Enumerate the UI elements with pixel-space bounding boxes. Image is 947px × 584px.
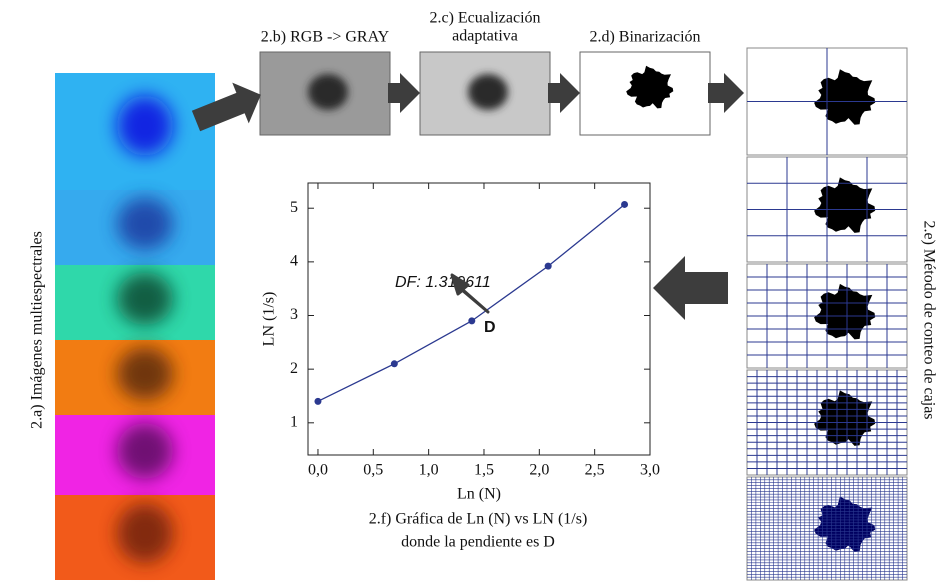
box-counting-label: 2.e) Método de conteo de cajas bbox=[920, 220, 937, 419]
x-tick-label: 3,0 bbox=[640, 462, 660, 479]
series-line bbox=[317, 203, 625, 402]
spot bbox=[117, 423, 173, 479]
spot bbox=[117, 197, 173, 250]
x-tick-label: 0,5 bbox=[363, 462, 383, 479]
x-axis-label: Ln (N) bbox=[457, 486, 501, 503]
y-tick-label: 2 bbox=[290, 360, 298, 377]
equalization-label: adaptativa bbox=[452, 28, 518, 45]
binarization-label: 2.d) Binarización bbox=[589, 29, 700, 46]
x-tick-label: 1,0 bbox=[419, 462, 439, 479]
y-tick-label: 1 bbox=[290, 413, 298, 430]
arrow bbox=[388, 73, 420, 113]
gray-label: 2.b) RGB -> GRAY bbox=[261, 29, 390, 46]
spot bbox=[117, 272, 173, 325]
arrow bbox=[708, 73, 744, 113]
y-tick-label: 3 bbox=[290, 306, 298, 323]
x-tick-label: 0,0 bbox=[308, 462, 328, 479]
spot bbox=[117, 347, 173, 400]
point bbox=[314, 397, 322, 405]
point bbox=[544, 262, 552, 270]
caption: 2.f) Gráfica de Ln (N) vs LN (1/s) bbox=[369, 511, 588, 528]
box-count-images bbox=[746, 47, 908, 581]
arrow bbox=[653, 256, 728, 320]
annotation-arrow bbox=[450, 273, 490, 314]
equalization-label: 2.c) Ecualización bbox=[429, 10, 540, 27]
arrow bbox=[548, 73, 580, 113]
processing-images bbox=[259, 51, 711, 136]
spot bbox=[117, 423, 173, 479]
spot bbox=[117, 95, 173, 156]
chart: 0,0 0,5 1,0 1,5 2,0 2,5 3,0 1 2 3 4 5 Ln (N) LN (1/s)… bbox=[261, 182, 660, 503]
x-tick-label: 1,5 bbox=[474, 462, 494, 479]
spot bbox=[117, 503, 173, 563]
multispectral-label: 2.a) Imágenes multiespectrales bbox=[29, 231, 46, 429]
equalized-spot bbox=[468, 74, 508, 110]
y-tick-label: 5 bbox=[290, 199, 298, 216]
y-axis-label: LN (1/s) bbox=[261, 292, 278, 347]
x-tick-label: 2,5 bbox=[585, 462, 605, 479]
box-blob bbox=[814, 177, 876, 233]
box-blob bbox=[814, 69, 876, 125]
y-tick-label: 4 bbox=[290, 253, 298, 270]
multispectral-images bbox=[55, 73, 215, 580]
box-blob bbox=[814, 390, 876, 446]
caption: donde la pendiente es D bbox=[401, 534, 555, 551]
x-tick-label: 2,0 bbox=[529, 462, 549, 479]
spot bbox=[117, 503, 173, 563]
spot bbox=[117, 95, 173, 156]
box-blob bbox=[814, 283, 876, 340]
arrows bbox=[191, 73, 744, 320]
point bbox=[621, 200, 629, 208]
binary-blob bbox=[626, 65, 674, 109]
point bbox=[390, 360, 398, 368]
spot bbox=[117, 347, 173, 400]
annotation: DF: 1.319611 bbox=[395, 274, 491, 291]
plot-frame bbox=[307, 182, 651, 456]
spot bbox=[117, 272, 173, 325]
arrow bbox=[191, 82, 261, 132]
point bbox=[468, 317, 476, 325]
gray-spot bbox=[308, 74, 348, 110]
annotation: D bbox=[484, 319, 496, 336]
spot bbox=[117, 197, 173, 250]
